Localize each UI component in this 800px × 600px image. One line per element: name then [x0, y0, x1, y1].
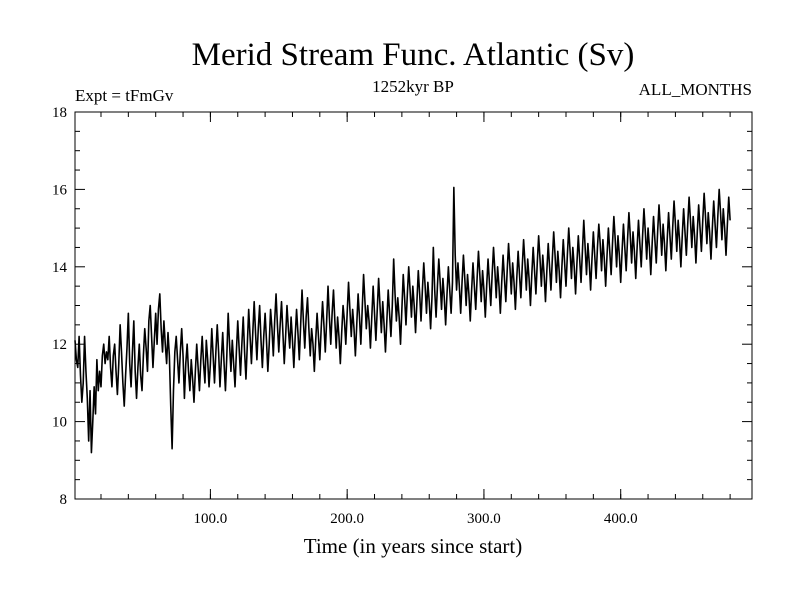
y-tick-label: 10 [52, 415, 67, 431]
y-tick-label: 14 [52, 260, 68, 276]
period-label: 1252kyr BP [372, 77, 454, 96]
plot-area: 100.0 200.0 300.0 400.0 8 10 12 14 16 18 [52, 105, 753, 527]
x-tick-label: 100.0 [194, 511, 228, 527]
x-axis-label: Time (in years since start) [304, 534, 523, 558]
y-tick-label: 18 [52, 105, 67, 121]
series-line [74, 186, 731, 454]
x-tick-label: 200.0 [330, 511, 364, 527]
x-tick-label: 300.0 [467, 511, 501, 527]
y-tick-label: 8 [60, 492, 68, 508]
months-label: ALL_MONTHS [639, 80, 752, 99]
chart-title: Merid Stream Func. Atlantic (Sv) [192, 37, 635, 73]
x-tick-label: 400.0 [604, 511, 638, 527]
y-tick-label: 16 [52, 182, 68, 198]
y-tick-label: 12 [52, 337, 67, 353]
experiment-label: Expt = tFmGv [75, 86, 174, 105]
